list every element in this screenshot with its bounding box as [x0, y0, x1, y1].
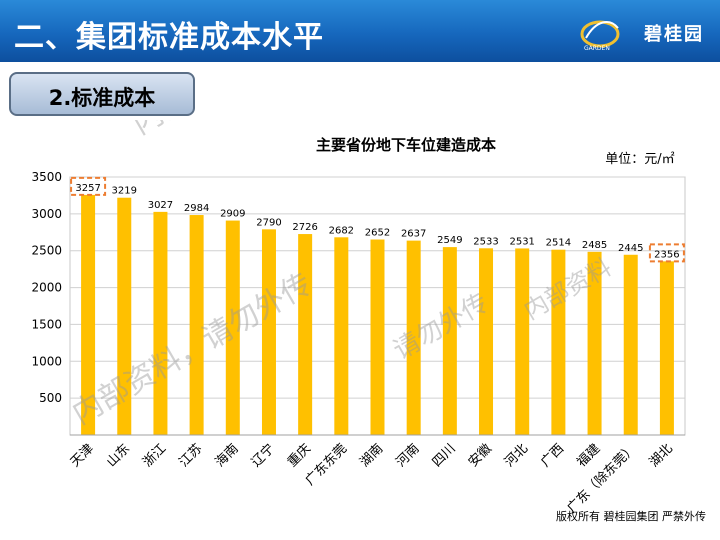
x-tick-label: 安徽: [466, 441, 495, 470]
section-tab: 2.标准成本: [9, 72, 195, 116]
y-tick-label: 3500: [31, 170, 62, 184]
x-tick-label: 河南: [393, 441, 423, 471]
y-tick-label: 2000: [31, 281, 62, 295]
slide-title: 二、集团标准成本水平: [14, 20, 324, 55]
bar: [370, 239, 385, 435]
data-label: 3257: [75, 183, 100, 194]
bar: [659, 261, 674, 435]
x-tick-label: 广西: [538, 441, 567, 470]
data-label: 2682: [329, 225, 354, 236]
x-tick-label: 福建: [574, 441, 603, 470]
chart-unit: 单位：元/㎡: [605, 152, 674, 167]
data-label: 2531: [509, 236, 534, 247]
data-label: 2790: [256, 217, 281, 228]
x-tick-label: 山东: [104, 441, 133, 470]
bar: [406, 240, 421, 435]
bar: [225, 220, 240, 435]
x-tick-label: 海南: [212, 441, 242, 471]
x-tick-label: 河北: [502, 441, 531, 470]
slide-header: 二、集团标准成本水平 GARDEN 碧桂园: [0, 0, 720, 62]
company-logo: GARDEN: [580, 20, 620, 52]
bar: [298, 234, 313, 435]
bar: [334, 237, 349, 435]
data-label: 2726: [292, 222, 317, 233]
data-label: 3219: [112, 186, 137, 197]
y-tick-label: 3000: [31, 207, 62, 221]
x-tick-label: 辽宁: [248, 441, 278, 471]
highlight-box: [70, 176, 107, 196]
data-label: 2485: [582, 240, 607, 251]
data-label: 2356: [654, 249, 679, 260]
watermark-text: 内部资料: [519, 253, 616, 325]
data-label: 2909: [220, 209, 245, 220]
data-label: 2514: [546, 238, 571, 249]
data-label: 2984: [184, 203, 209, 214]
bar: [515, 248, 530, 435]
bar: [81, 194, 96, 435]
x-tick-label: 湖北: [647, 441, 676, 470]
x-tick-label: 四川: [430, 441, 459, 470]
x-tick-label: 江苏: [176, 441, 206, 471]
data-label: 2445: [618, 243, 643, 254]
data-label: 2652: [365, 228, 390, 239]
data-label: 2637: [401, 229, 426, 240]
bar-chart: 3257 3219 3027 2984 2909 2790 2726 2682 2652 2637…: [31, 120, 686, 516]
x-tick-label: 湖南: [357, 441, 387, 471]
bar: [587, 251, 602, 435]
y-tick-label: 500: [39, 391, 62, 405]
y-tick-label: 2500: [31, 244, 62, 258]
bar: [261, 229, 276, 435]
data-label: 2549: [437, 235, 462, 246]
logo-small-text: GARDEN: [584, 45, 610, 52]
bar: [442, 247, 457, 435]
logo-swirl-icon: [580, 20, 620, 48]
bar: [623, 254, 638, 435]
y-tick-label: 1500: [31, 317, 62, 331]
bar: [189, 215, 204, 435]
x-tick-label: 重庆: [284, 441, 314, 471]
bar: [153, 211, 168, 435]
chart-title: 主要省份地下车位建造成本: [316, 136, 496, 154]
data-label: 3027: [148, 200, 173, 211]
x-tick-label: 浙江: [140, 441, 169, 470]
x-tick-label: 天津: [68, 441, 97, 470]
watermark-text: 请勿外传: [389, 288, 494, 366]
logo-text: 碧桂园: [644, 24, 704, 45]
section-label: 2.标准成本: [48, 86, 156, 110]
data-label: 2533: [473, 236, 498, 247]
bar: [117, 197, 132, 435]
copyright-footer: 版权所有 碧桂园集团 严禁外传: [556, 510, 706, 523]
y-tick-label: 1000: [31, 354, 62, 368]
bar: [551, 249, 566, 435]
bar: [479, 248, 494, 435]
highlight-box: [648, 243, 685, 263]
